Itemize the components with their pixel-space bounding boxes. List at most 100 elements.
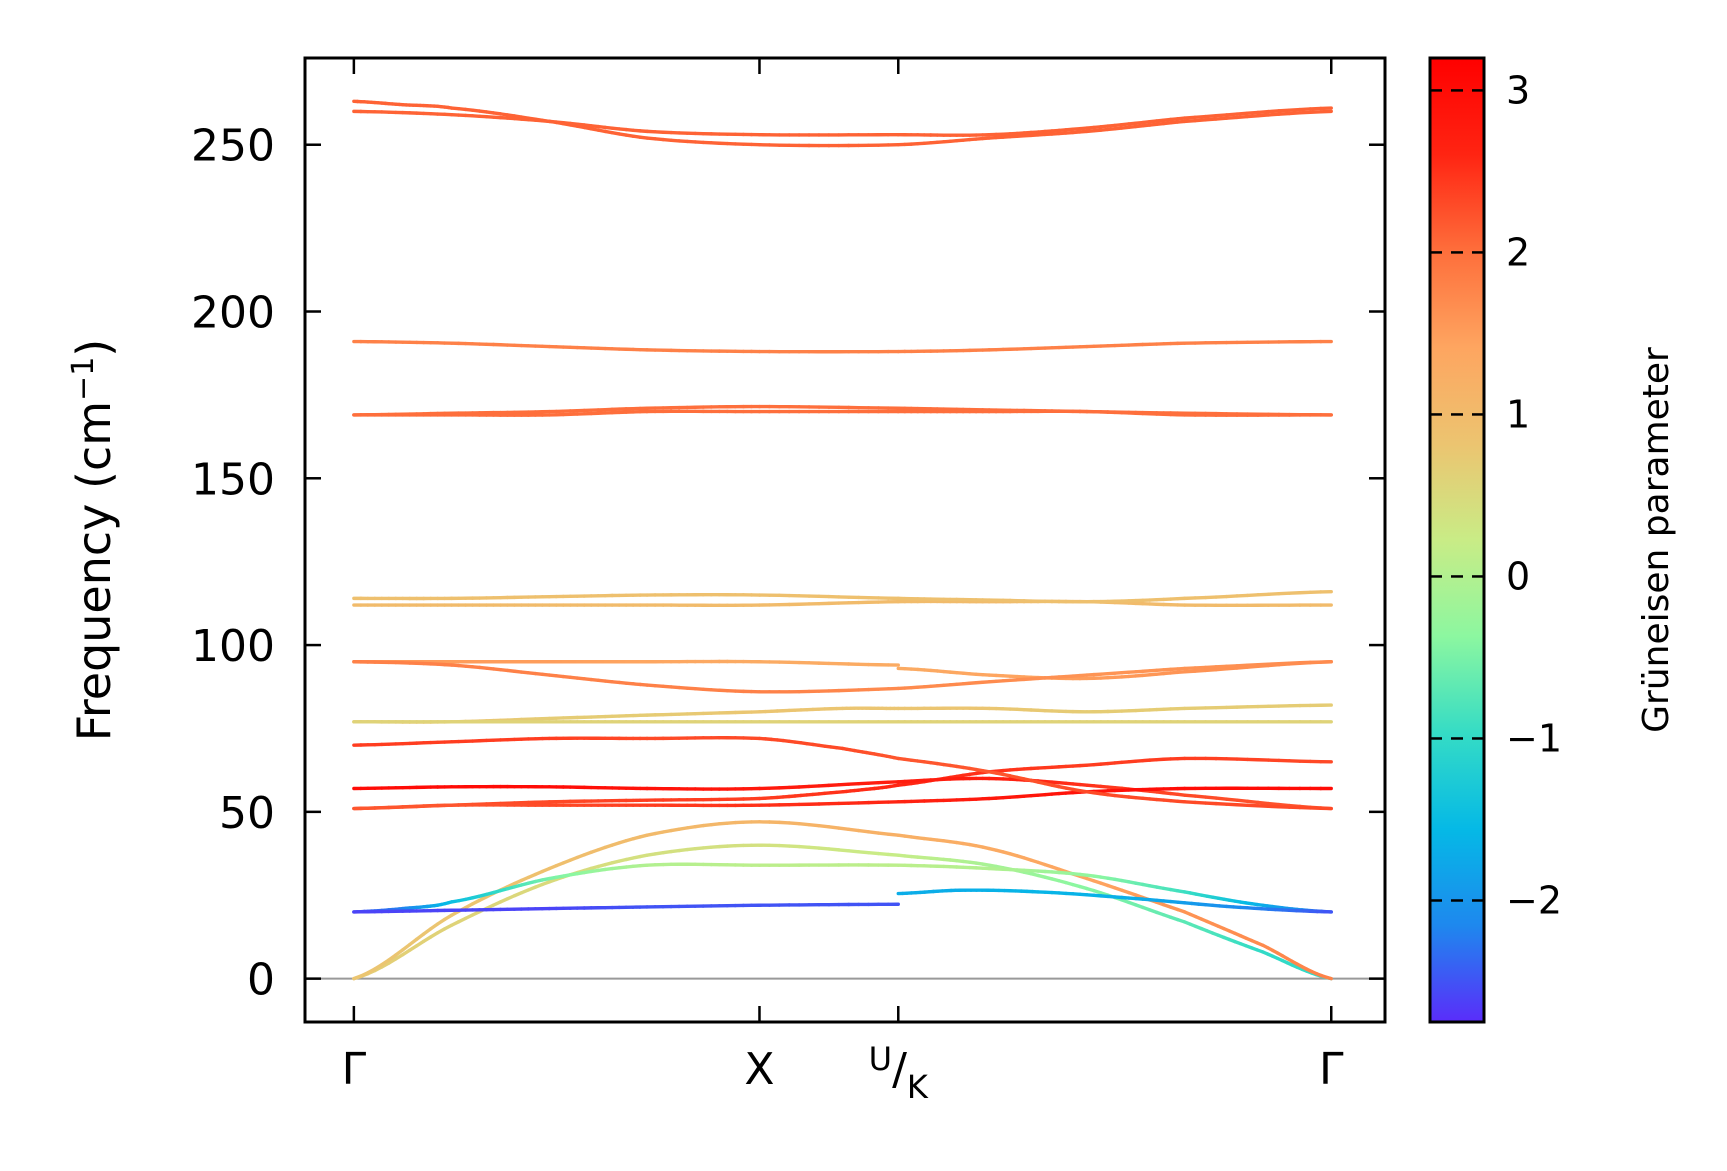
band-segment [1245,662,1260,667]
band-optic-4 [352,776,1333,811]
band-segment [1214,594,1229,599]
band-segment [1224,666,1239,671]
band-optic-17 [352,106,1333,137]
band-segment [1235,114,1250,120]
band-optic-14 [352,404,1333,417]
band-optic-16 [352,99,1333,148]
band-optic-2b [896,888,1333,914]
y-axis-label-exponent: −1 [66,357,101,401]
band-segment [1224,594,1239,599]
colorbar-tick-label: 3 [1506,68,1530,112]
band-segment [1245,799,1260,805]
colorbar-frame [1428,56,1486,1024]
band-segment [1308,106,1323,111]
band-segment [1266,801,1281,807]
band-optic-11 [352,599,1333,607]
band-optic-12 [352,590,1333,604]
band-segment [1266,109,1281,114]
band-segment [1182,669,1197,674]
band-segment [1193,800,1208,805]
band-optic-15 [352,339,1333,354]
band-segment [1224,797,1239,802]
colorbar-tick-label: −2 [1506,878,1562,922]
y-tick-label: 200 [191,288,275,339]
band-segment [1203,795,1218,800]
x-axis-ticks: Γ X U/K Γ [342,58,1344,1106]
band-segment [1298,107,1313,112]
band-segment [1214,664,1229,669]
x-tick-label: U/K [869,1040,929,1106]
colorbar-label: Grüneisen parameter [1636,347,1677,733]
band-segment [1235,663,1250,668]
x-tick-label: Γ [342,1044,367,1095]
band-segment [1224,664,1239,669]
band-segment [1256,800,1271,806]
band-segment [1277,108,1292,113]
band-segment [1203,665,1218,670]
band-segment [1182,118,1197,124]
y-tick-label: 150 [191,454,275,505]
band-segment [1235,798,1250,804]
band-segment [1277,591,1292,596]
colorbar-tick-label: 1 [1506,392,1530,436]
band-segment [1214,796,1229,801]
y-tick-label: 0 [247,955,275,1006]
y-axis-ticks: 0 50 100 150 200 250 [191,121,1385,1006]
phonon-bands [352,99,1333,981]
band-segment [1256,113,1271,118]
band-segment [1266,661,1281,666]
band-optic-7 [352,703,1333,724]
band-optic-6 [352,736,1333,811]
band-segment [1193,794,1208,799]
band-segment [1266,592,1281,596]
band-optic-2 [352,902,900,914]
y-axis-label: Frequency (cm−1) [66,339,121,742]
colorbar-ticks: −2 −1 0 1 2 3 [1430,68,1562,922]
band-segment [1245,114,1260,119]
x-tick-label: X [744,1044,774,1095]
band-segment [1277,802,1292,808]
band-segment [1235,665,1250,670]
band-segment [1245,593,1260,598]
colorbar-tick-label: −1 [1506,716,1562,760]
colorbar-tick-label: 0 [1506,554,1530,598]
band-segment [1256,592,1271,597]
band-segment [1298,110,1313,115]
band-segment [1203,117,1218,122]
band-segment [1203,114,1218,119]
band-optic-1 [352,862,1333,914]
band-segment [1214,116,1229,121]
band-segment [1214,801,1229,806]
band-segment [1193,118,1208,123]
colorbar-tick-label: 2 [1506,230,1530,274]
colorbar [1430,58,1484,1022]
band-segment [1324,975,1333,981]
band-segment [1245,664,1260,669]
band-segment [1277,111,1292,116]
band-segment [1224,112,1239,117]
band-optic-10 [352,660,1333,694]
band-segment [1256,662,1271,667]
band-segment [1214,113,1229,118]
band-segment [1235,803,1250,807]
band-segment [1287,111,1302,116]
band-segment [1235,111,1250,116]
band-segment [1182,800,1197,805]
band-segment [1224,802,1239,807]
band-optic-9 [352,659,900,667]
band-segment [1235,593,1250,598]
y-tick-label: 250 [191,121,275,172]
band-segment [1203,595,1218,600]
y-tick-label: 50 [219,788,275,839]
band-segment [1182,115,1197,120]
band-segment [1245,110,1260,115]
band-segment [1245,803,1260,808]
band-segment [1203,801,1218,806]
band-segment [1203,667,1218,673]
band-segment [1193,114,1208,120]
band-segment [1266,112,1281,117]
y-tick-label: 100 [191,621,275,672]
band-segment [1214,667,1229,672]
band-segment [1287,107,1302,112]
